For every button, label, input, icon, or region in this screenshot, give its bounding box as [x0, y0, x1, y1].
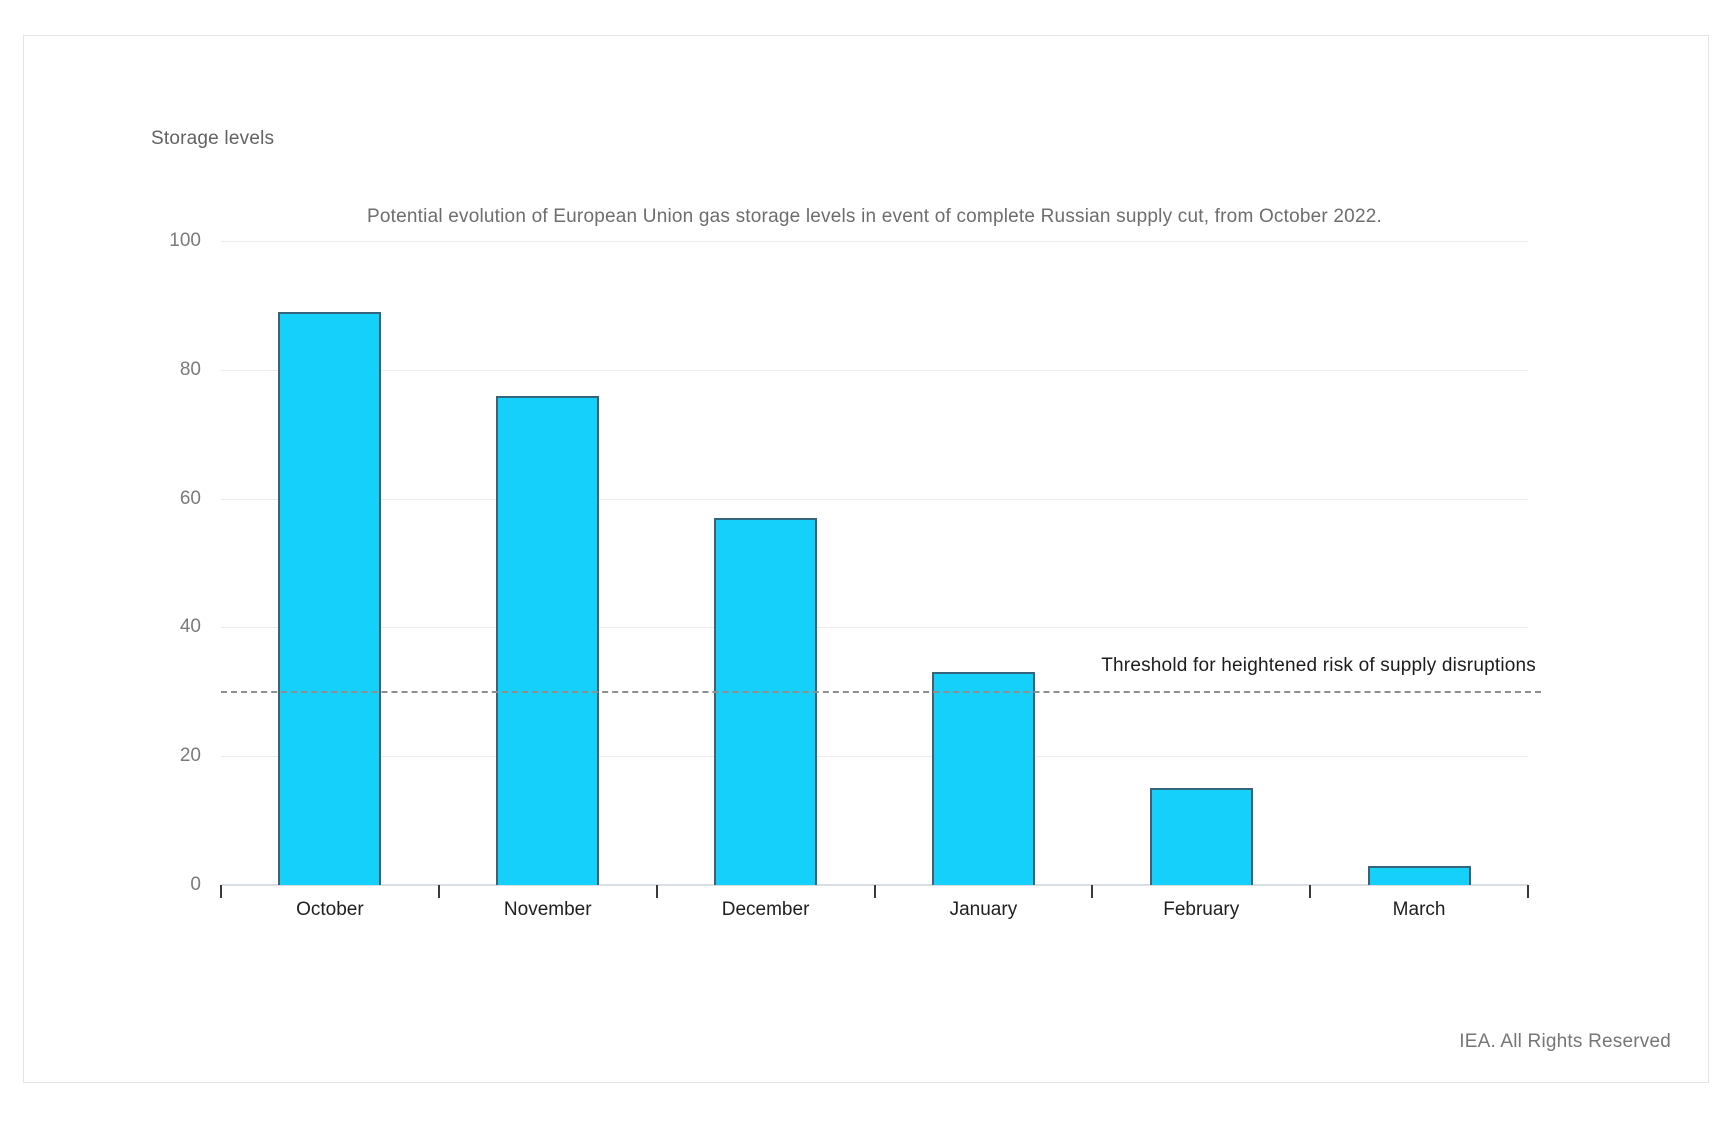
- axis-tick: [438, 885, 440, 898]
- axis-tick: [220, 885, 222, 898]
- axis-tick: [1091, 885, 1093, 898]
- y-tick-label: 20: [179, 745, 201, 767]
- axis-tick: [874, 885, 876, 898]
- bar-january[interactable]: [932, 672, 1035, 885]
- x-axis-label-march: March: [1392, 899, 1446, 920]
- gridline: [221, 498, 1528, 500]
- copyright-text: IEA. All Rights Reserved: [1459, 1031, 1671, 1052]
- bar-february[interactable]: [1150, 788, 1253, 885]
- x-axis-label-november: November: [503, 899, 592, 920]
- bar-october[interactable]: [278, 312, 381, 885]
- threshold-line: [221, 690, 1541, 693]
- gridline: [221, 241, 1528, 242]
- y-axis-title: Storage levels: [151, 128, 275, 149]
- y-tick-label: 0: [190, 874, 201, 895]
- x-axis-label-february: February: [1163, 899, 1240, 920]
- bar-november[interactable]: [496, 396, 599, 885]
- plot-area: [220, 241, 1541, 898]
- chart-title: Potential evolution of European Union ga…: [367, 206, 1382, 227]
- axis-tick: [656, 885, 658, 898]
- threshold-label: Threshold for heightened risk of supply …: [1101, 655, 1536, 676]
- gridline: [221, 627, 1528, 629]
- x-axis-label-december: December: [721, 899, 810, 920]
- y-tick-label: 100: [169, 230, 201, 251]
- y-tick-label: 40: [179, 616, 201, 638]
- chart-card: Storage levels Potential evolution of Eu…: [23, 35, 1709, 1083]
- gridline: [221, 756, 1528, 758]
- gridline: [221, 369, 1528, 371]
- axis-tick: [1309, 885, 1311, 898]
- bar-december[interactable]: [714, 518, 817, 885]
- x-axis-label-january: January: [949, 899, 1018, 920]
- axis-tick: [1527, 885, 1529, 898]
- bar-march[interactable]: [1368, 866, 1471, 885]
- y-tick-label: 80: [179, 358, 201, 380]
- x-axis-label-october: October: [296, 899, 364, 920]
- y-tick-label: 60: [179, 487, 201, 509]
